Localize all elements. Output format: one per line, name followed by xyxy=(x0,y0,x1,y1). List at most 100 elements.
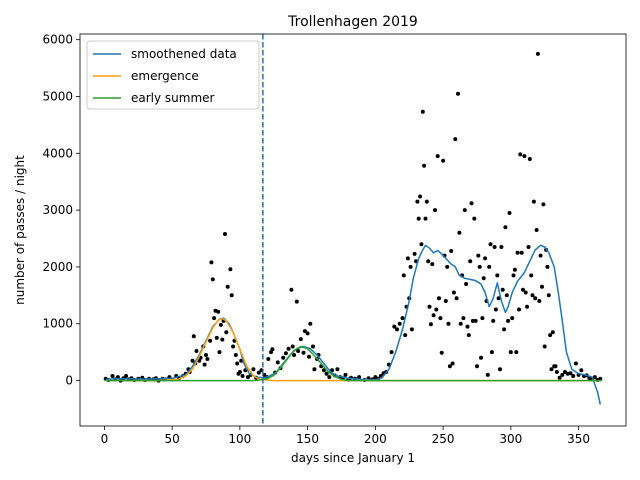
data-point xyxy=(512,267,517,272)
data-point xyxy=(357,375,362,380)
data-point xyxy=(469,201,474,206)
data-point xyxy=(518,152,523,157)
data-point xyxy=(507,211,512,215)
data-point xyxy=(465,324,470,329)
data-point xyxy=(458,321,463,326)
data-point xyxy=(542,344,547,349)
data-point xyxy=(419,242,424,247)
data-point xyxy=(514,350,519,355)
data-point xyxy=(289,287,294,292)
data-point xyxy=(422,163,427,168)
data-point xyxy=(466,333,471,338)
data-point xyxy=(546,293,551,298)
data-point xyxy=(435,154,440,159)
data-point xyxy=(194,349,199,353)
data-point xyxy=(412,251,417,256)
data-point xyxy=(324,371,329,376)
x-tick-label: 250 xyxy=(432,432,455,446)
data-point xyxy=(557,375,562,380)
data-point xyxy=(437,296,441,301)
data-point xyxy=(487,264,492,269)
data-point xyxy=(214,335,219,340)
data-point xyxy=(275,360,280,365)
data-point xyxy=(476,253,481,258)
data-point xyxy=(208,338,213,343)
data-point xyxy=(397,321,402,326)
y-tick-label: 6000 xyxy=(42,33,73,47)
chart-title: Trollenhagen 2019 xyxy=(287,14,418,30)
data-point xyxy=(426,259,431,264)
x-tick-label: 350 xyxy=(567,432,590,446)
data-point xyxy=(548,333,553,338)
data-point xyxy=(541,202,546,207)
data-point xyxy=(510,316,515,321)
data-point xyxy=(464,282,469,286)
data-point xyxy=(511,273,516,278)
legend-box xyxy=(86,40,260,110)
data-point xyxy=(502,327,507,332)
data-point xyxy=(235,361,240,366)
data-point xyxy=(531,199,536,204)
data-point xyxy=(554,370,559,374)
data-point xyxy=(415,199,420,204)
data-point xyxy=(290,344,295,349)
data-point xyxy=(489,350,494,355)
legend: smoothened data emergence early summer xyxy=(86,40,260,110)
data-point xyxy=(418,194,423,199)
data-point xyxy=(504,293,509,298)
data-point xyxy=(479,355,483,360)
data-point xyxy=(270,347,275,352)
data-point xyxy=(515,250,520,255)
y-axis-label: number of passes / night xyxy=(13,155,27,305)
data-point xyxy=(517,307,521,312)
data-point xyxy=(308,321,313,326)
data-point xyxy=(216,309,221,314)
data-point xyxy=(343,372,348,377)
data-point xyxy=(568,371,573,376)
data-point xyxy=(526,245,531,249)
data-point xyxy=(434,307,439,312)
data-point xyxy=(481,276,486,281)
data-point xyxy=(534,228,539,232)
y-tick-label: 4000 xyxy=(42,146,73,160)
axes: 0 50 100 150 200 250 300 350 0 1000 2000 3000 4000 50… xyxy=(42,33,627,446)
data-point xyxy=(335,367,340,372)
data-point xyxy=(420,109,425,114)
data-point xyxy=(519,250,524,255)
data-point xyxy=(438,316,443,321)
data-point xyxy=(202,362,207,367)
data-point xyxy=(220,337,225,342)
data-point xyxy=(212,316,217,321)
data-point xyxy=(560,372,565,377)
data-point xyxy=(522,154,527,159)
y-tick-label: 5000 xyxy=(42,89,73,103)
data-point xyxy=(508,350,513,355)
legend-label: emergence xyxy=(131,69,199,83)
data-point xyxy=(454,296,459,301)
data-point xyxy=(462,208,467,213)
data-point xyxy=(389,350,394,355)
data-point xyxy=(191,334,196,339)
data-point xyxy=(449,249,454,253)
data-point xyxy=(433,208,437,213)
data-point xyxy=(305,331,310,336)
data-point xyxy=(401,273,406,278)
y-tick-label: 2000 xyxy=(42,260,73,274)
data-point xyxy=(224,330,229,335)
data-point xyxy=(506,318,511,323)
data-point xyxy=(480,316,485,321)
data-point xyxy=(294,299,299,304)
x-tick-label: 150 xyxy=(296,432,319,446)
y-tick-label: 3000 xyxy=(42,203,73,217)
data-point xyxy=(110,374,115,378)
data-point xyxy=(592,375,597,380)
data-point xyxy=(451,290,456,295)
data-point xyxy=(499,245,504,249)
data-point xyxy=(545,264,550,269)
plot-area xyxy=(103,34,603,426)
data-point xyxy=(124,374,129,378)
data-point xyxy=(205,357,210,361)
data-point xyxy=(217,350,222,355)
data-point xyxy=(409,327,414,332)
data-point xyxy=(579,368,584,373)
